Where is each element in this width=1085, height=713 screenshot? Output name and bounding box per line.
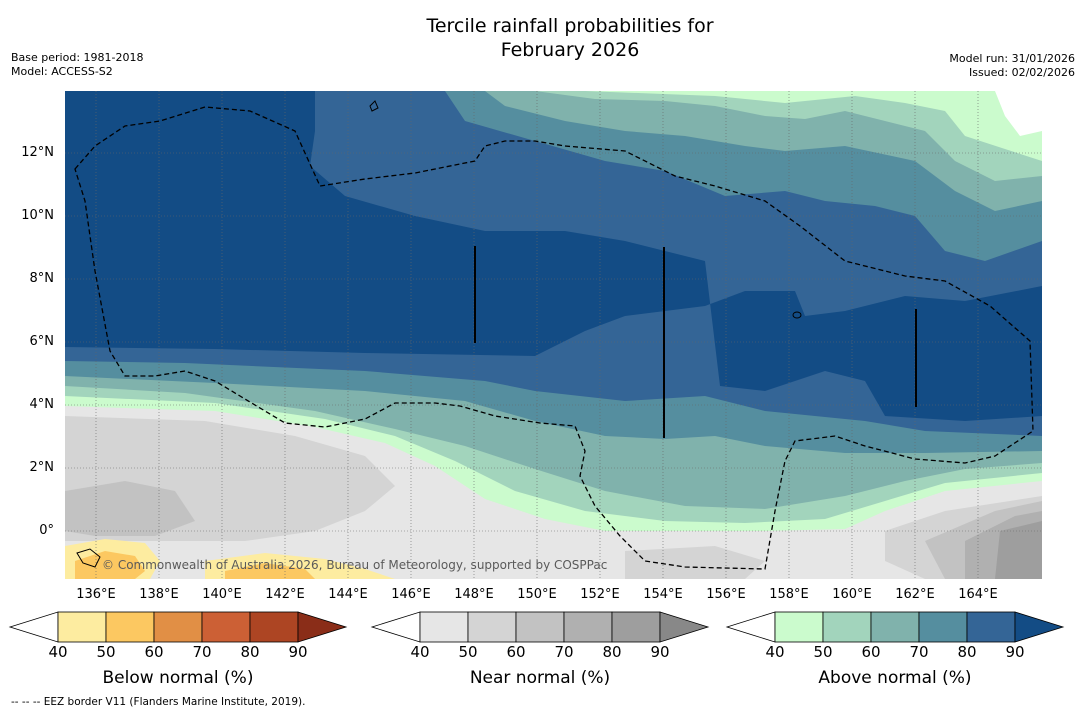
colorbar-title-below: Below normal (%) xyxy=(102,668,254,688)
colorbar-min-triangle xyxy=(725,611,776,643)
eez-border-west xyxy=(74,106,1034,570)
colorbar-segment xyxy=(515,611,565,643)
colorbar-segment xyxy=(249,611,299,643)
region-near-60 xyxy=(65,481,1042,579)
colorbar-segment xyxy=(966,611,1016,643)
map-grid xyxy=(65,91,1042,579)
colorbar-title-above: Above normal (%) xyxy=(818,668,972,688)
lat-label: 0° xyxy=(39,523,54,538)
title-line-1: Tercile rainfall probabilities for xyxy=(426,15,714,37)
lon-label: 160°E xyxy=(832,587,872,602)
lat-label: 12°N xyxy=(21,145,54,160)
colorbar-tick-label: 80 xyxy=(602,643,622,661)
lon-label: 146°E xyxy=(391,587,431,602)
colorbar-tick-label: 90 xyxy=(288,643,308,661)
colorbar-tick-label: 70 xyxy=(192,643,212,661)
region-near-50 xyxy=(65,416,1042,579)
lon-label: 144°E xyxy=(328,587,368,602)
lon-label: 148°E xyxy=(454,587,494,602)
colorbar-graphics xyxy=(8,611,1065,643)
region-near-80 xyxy=(995,521,1042,579)
lat-label: 10°N xyxy=(21,208,54,223)
region-below-60 xyxy=(75,551,315,579)
issued-date: Issued: 02/02/2026 xyxy=(968,66,1075,79)
region-no-data xyxy=(995,91,1042,136)
lon-label: 138°E xyxy=(139,587,179,602)
colorbar-segment xyxy=(822,611,872,643)
colorbar-tick-label: 80 xyxy=(957,643,977,661)
lon-label: 162°E xyxy=(895,587,935,602)
colorbar-max-triangle xyxy=(297,611,348,643)
colorbar-tick-label: 60 xyxy=(506,643,526,661)
region-below-50 xyxy=(65,539,395,579)
colorbar-tick-label: 60 xyxy=(144,643,164,661)
colorbar-segment xyxy=(870,611,920,643)
eez-footnote: -- -- -- EEZ border V11 (Flanders Marine… xyxy=(11,696,306,708)
colorbar-tick-label: 50 xyxy=(96,643,116,661)
colorbar-tick-label: 70 xyxy=(554,643,574,661)
lon-label: 154°E xyxy=(643,587,683,602)
colorbar-tick-label: 80 xyxy=(240,643,260,661)
credit-text: © Commonwealth of Australia 2026, Bureau… xyxy=(102,558,608,572)
map-title: Tercile rainfall probabilities for Febru… xyxy=(0,14,1085,62)
colorbar-tick-label: 90 xyxy=(650,643,670,661)
colorbar-max-triangle xyxy=(1014,611,1065,643)
colorbar-segment xyxy=(467,611,517,643)
lat-label: 6°N xyxy=(29,334,55,349)
title-line-2: February 2026 xyxy=(500,39,640,61)
colorbar-tick-label: 40 xyxy=(48,643,68,661)
colorbar-segment xyxy=(201,611,251,643)
map-canvas xyxy=(65,91,1042,579)
meta-left: Base period: 1981-2018 Model: ACCESS-S2 xyxy=(11,51,143,79)
island-marker xyxy=(792,311,802,319)
lon-label: 156°E xyxy=(706,587,746,602)
colorbar-segment xyxy=(419,611,469,643)
island-marker xyxy=(369,100,379,112)
colorbar-min-triangle xyxy=(8,611,59,643)
colorbar-max-triangle xyxy=(659,611,710,643)
lon-label: 140°E xyxy=(202,587,242,602)
model-run: Model run: 31/01/2026 xyxy=(949,52,1075,65)
lon-label: 142°E xyxy=(265,587,305,602)
base-period: Base period: 1981-2018 xyxy=(11,51,144,64)
colorbar-title-near: Near normal (%) xyxy=(469,668,611,688)
probability-map xyxy=(65,91,1042,579)
lon-label: 136°E xyxy=(76,587,116,602)
lon-label: 152°E xyxy=(580,587,620,602)
colorbar-segment xyxy=(918,611,968,643)
colorbar-segment xyxy=(153,611,203,643)
lon-label: 158°E xyxy=(769,587,809,602)
colorbar-tick-label: 50 xyxy=(458,643,478,661)
lat-label: 8°N xyxy=(29,271,55,286)
colorbar-tick-label: 90 xyxy=(1005,643,1025,661)
island-marker xyxy=(76,548,101,568)
colorbar-tick-label: 40 xyxy=(765,643,785,661)
colorbar-segment xyxy=(105,611,155,643)
colorbar-segment xyxy=(774,611,824,643)
meta-right: Model run: 31/01/2026 Issued: 02/02/2026 xyxy=(949,52,1075,80)
model-name: Model: ACCESS-S2 xyxy=(11,65,113,78)
colorbar-min-triangle xyxy=(370,611,421,643)
colorbar-tick-label: 60 xyxy=(861,643,881,661)
colorbar-segment xyxy=(611,611,661,643)
colorbar-tick-label: 50 xyxy=(813,643,833,661)
lat-label: 4°N xyxy=(29,397,55,412)
lon-label: 164°E xyxy=(958,587,998,602)
colorbar-segment xyxy=(563,611,613,643)
colorbar-segment xyxy=(57,611,107,643)
lat-label: 2°N xyxy=(29,460,55,475)
colorbar-tick-label: 70 xyxy=(909,643,929,661)
lon-label: 150°E xyxy=(517,587,557,602)
colorbar-tick-label: 40 xyxy=(410,643,430,661)
